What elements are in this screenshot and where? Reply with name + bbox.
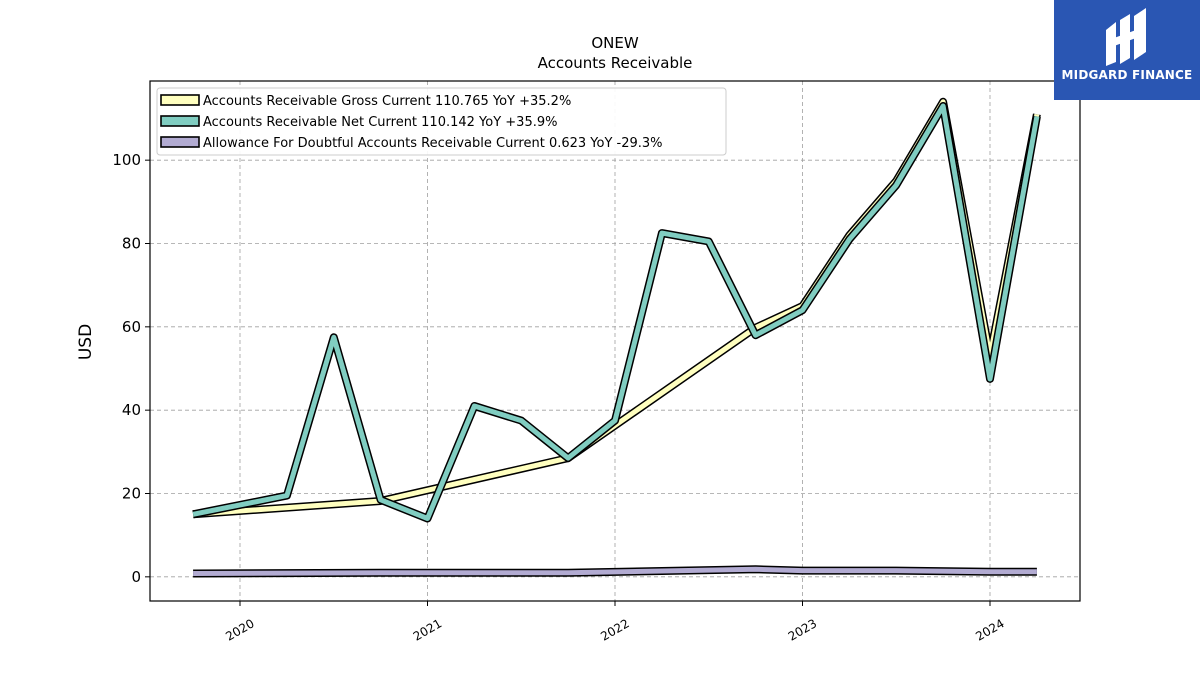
y-tick-label: 40 bbox=[122, 401, 141, 419]
logo-mark-icon bbox=[1106, 8, 1146, 66]
y-axis-label: USD bbox=[76, 324, 96, 360]
chart-subtitle: Accounts Receivable bbox=[538, 54, 693, 72]
series-line bbox=[193, 566, 1037, 576]
y-tick-label: 100 bbox=[112, 151, 141, 169]
midgard-finance-logo: MIDGARD FINANCE bbox=[1054, 0, 1200, 100]
legend: Accounts Receivable Gross Current 110.76… bbox=[156, 87, 727, 156]
legend-label: Accounts Receivable Net Current 110.142 … bbox=[203, 115, 558, 130]
x-tick-label: 2024 bbox=[973, 616, 1006, 643]
y-tick-label: 0 bbox=[131, 568, 141, 586]
series-2 bbox=[193, 565, 1037, 578]
legend-swatch bbox=[160, 115, 200, 127]
chart-title: ONEW bbox=[591, 34, 639, 52]
series-line bbox=[192, 103, 1040, 521]
x-tick-label: 2021 bbox=[411, 616, 444, 643]
x-tick-label: 2023 bbox=[786, 616, 819, 643]
legend-label: Accounts Receivable Gross Current 110.76… bbox=[203, 94, 571, 109]
legend-swatch bbox=[160, 136, 200, 148]
grid bbox=[150, 81, 1080, 601]
y-tick-label: 20 bbox=[122, 485, 141, 503]
legend-label: Allowance For Doubtful Accounts Receivab… bbox=[203, 136, 663, 151]
axes: 0 20 40 60 80 100 2020 2021 2022 2023 2024 bbox=[112, 80, 1081, 644]
legend-box bbox=[156, 87, 727, 156]
logo-text: MIDGARD FINANCE bbox=[1061, 68, 1193, 82]
series-layer bbox=[192, 97, 1041, 578]
series-1 bbox=[192, 102, 1041, 523]
legend-swatch bbox=[160, 94, 200, 106]
y-tick-label: 60 bbox=[122, 318, 141, 336]
x-tick-label: 2020 bbox=[223, 616, 256, 643]
plot-frame bbox=[149, 80, 1081, 602]
y-tick-label: 80 bbox=[122, 235, 141, 253]
x-tick-label: 2022 bbox=[598, 616, 631, 643]
